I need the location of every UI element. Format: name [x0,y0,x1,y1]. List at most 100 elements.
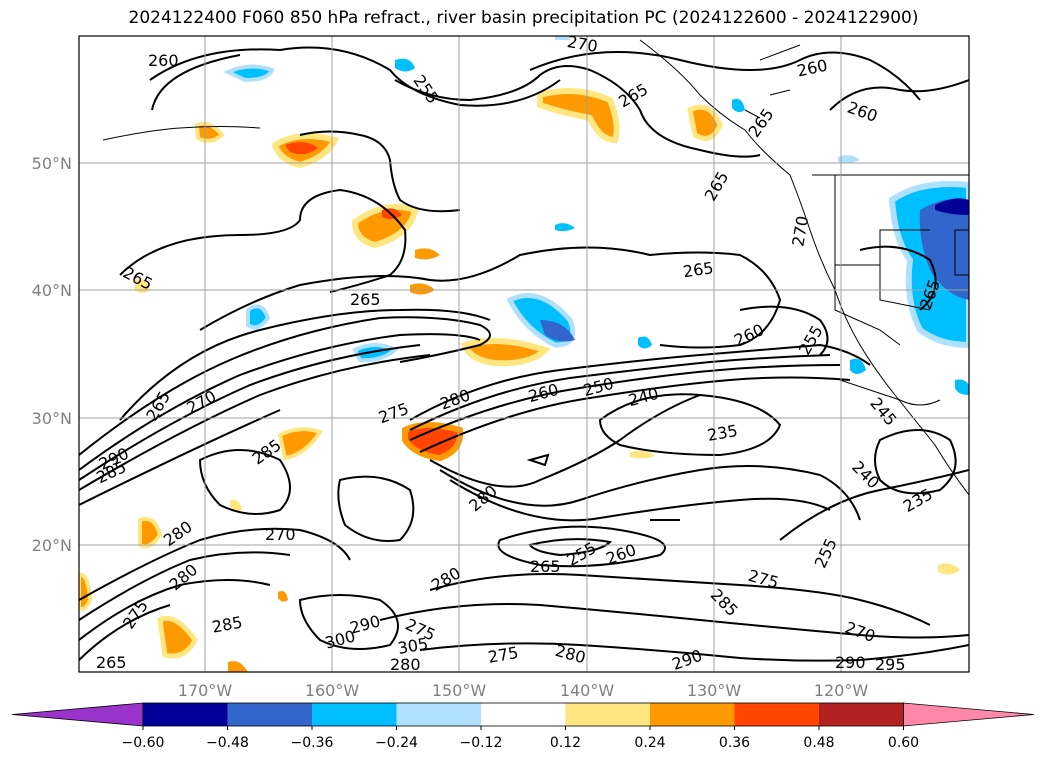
contour-line [298,594,399,650]
contour-line [419,642,969,662]
lon-label: 160°W [305,681,360,700]
pos-blob [687,104,723,141]
lat-label: 20°N [32,536,72,555]
contour-line [299,130,461,213]
pos-blob [938,563,960,575]
pos-blob [138,517,163,549]
neg-blob [540,320,575,342]
contour-line [409,343,871,421]
colorbar-tick-label: −0.60 [122,735,165,751]
colorbar-extension-max [903,702,1035,727]
colorbar-tick-label: −0.36 [291,735,334,751]
neg-blob [838,155,860,164]
contour-line [79,316,491,456]
neg-blob [850,358,866,374]
neg-blob [395,58,415,72]
contour-line [439,465,861,521]
contour-label: 265 [96,653,127,672]
contour-line [79,527,351,601]
lat-label: 40°N [32,281,72,300]
pos-blob [630,450,655,459]
contour-label: 280 [390,655,421,674]
aleutian-chain [102,126,261,141]
contour-line [337,475,415,542]
lon-label: 140°W [560,681,615,700]
contour-line [199,246,782,349]
contour-line [79,344,421,481]
colorbar-tick-label: 0.24 [634,735,665,751]
pos-blob [157,615,198,659]
colorbar-tick-label: 0.36 [719,735,750,751]
pos-blob [402,422,464,462]
colorbar-tick-label: −0.24 [375,735,418,751]
lon-label: 170°W [178,681,233,700]
pos-blob [230,499,242,511]
contour-line [119,308,491,421]
colorbar [11,702,1035,727]
pos-blob [278,591,288,602]
contour-label: 265 [350,290,381,309]
contour-line [79,333,481,471]
colorbar-segment [565,703,650,726]
colorbar-extension-min [11,702,144,727]
colorbar-segment [143,703,228,726]
refractivity-contours [79,46,969,662]
map-grid [79,36,969,672]
contour-label: 265 [530,557,561,576]
lat-label: 30°N [32,409,72,428]
contour-label: 290 [835,653,866,672]
neg-blob [955,379,969,395]
map-content: 260 265 265 270 265 260 255 260 265 265 … [79,36,969,674]
lat-label: 50°N [32,154,72,173]
pos-blob [461,338,551,367]
colorbar-segment [734,703,819,726]
longitude-labels: 170°W 160°W 150°W 140°W 130°W 120°W [178,681,869,700]
pos-blob [79,572,93,611]
pos-blob [277,427,324,461]
colorbar-frame [142,702,904,727]
contour-label: 295 [875,655,906,674]
precip-shading [79,36,969,672]
state-borders [954,229,969,276]
colorbar-tick-label: 0.60 [888,735,919,751]
neg-blob [935,198,969,215]
neg-blob [223,64,275,83]
mexico-border [839,379,941,406]
contour-line [739,305,829,356]
state-borders [879,265,931,311]
contour-label: 260 [148,51,179,70]
contour-line [859,245,937,311]
contour-line [874,429,957,495]
latitude-labels: 50°N 40°N 30°N 20°N [32,154,72,555]
alaska-panhandle [744,44,801,119]
colorbar-tick-label: −0.48 [206,735,249,751]
contour-line [419,376,851,453]
colorbar-segment [396,703,481,726]
map-title: 2024122400 F060 850 hPa refract., river … [128,8,919,28]
contour-line [198,449,291,515]
state-borders [834,265,901,346]
contour-line [79,409,281,506]
map-frame [78,35,970,673]
contour-line [449,479,831,522]
lon-label: 130°W [687,681,742,700]
contour-line [379,603,969,639]
contour-line [409,354,831,431]
neg-blob [555,36,570,40]
pos-blob [228,661,248,672]
contour-line [409,364,841,441]
pos-blob [285,142,318,155]
colorbar-segment [481,703,566,726]
colorbar-segment [819,703,904,726]
neg-blob [246,304,271,330]
lon-label: 150°W [432,681,487,700]
colorbar-tick-label: −0.12 [460,735,503,751]
contour-line [79,354,431,491]
pos-blob [415,248,440,260]
contour-line [79,551,291,621]
contour-line [429,573,931,626]
contour-line [497,525,666,568]
colorbar-segment [312,703,397,726]
colorbar-ticks: −0.60 −0.48 −0.36 −0.24 −0.12 0.12 0.24 0.36 0.4… [122,726,919,751]
contour-line [79,604,171,661]
